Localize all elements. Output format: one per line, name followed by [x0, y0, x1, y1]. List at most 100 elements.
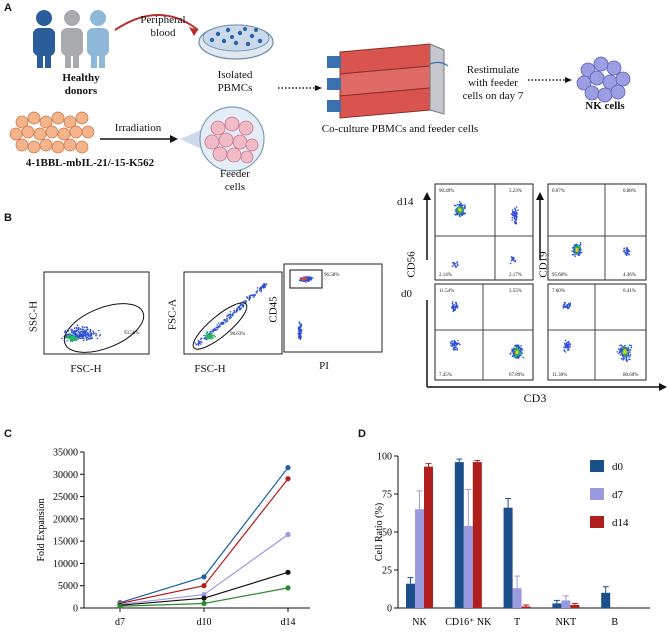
y-tick-label: 50 — [382, 528, 392, 539]
bar-d0 — [406, 583, 415, 608]
q-d0-cd56-ul: 11.54% — [439, 289, 454, 294]
restimulate-label: Restimulate with feeder cells on day 7 — [462, 64, 524, 102]
y-tick-label: 15000 — [53, 537, 78, 548]
bar-d14 — [521, 606, 531, 608]
panel-letter-c: C — [4, 428, 12, 440]
y-axis-label: Cell Ratio (%) — [374, 503, 385, 561]
data-point — [285, 585, 291, 591]
y-tick-label: 25000 — [53, 492, 78, 503]
panel-letter-b: B — [4, 212, 12, 224]
bar-d0 — [552, 603, 562, 608]
blood-arrow-icon — [114, 14, 199, 31]
gating-2-xlabel: FSC-H — [194, 363, 226, 375]
bar-d14 — [424, 466, 433, 608]
y-tick-label: 10000 — [53, 559, 78, 570]
data-point — [201, 574, 207, 580]
gating-plot-3: 96.58% — [283, 263, 383, 353]
q-d14-cd56-ur: 5.23% — [509, 189, 522, 194]
y-axis-label: Fold Expansion — [36, 498, 47, 561]
culture-flask-icon — [327, 43, 445, 119]
bar-d0 — [601, 592, 611, 608]
data-point — [285, 476, 291, 482]
data-point — [201, 595, 207, 601]
q-d0-cd19-ur: 0.41% — [623, 289, 636, 294]
fold-expansion-chart: 0 5000 10000 15000 20000 25000 30000 35000 d7 d10… — [36, 448, 310, 628]
gate-value-3: 96.58% — [324, 273, 339, 278]
gate-value-2: 98.63% — [230, 332, 245, 337]
bar-d7 — [463, 525, 473, 608]
y-tick-label: 100 — [377, 452, 392, 463]
data-point — [201, 592, 207, 598]
q-d14-cd19-ll: 95.60% — [552, 273, 567, 278]
q-d14-cd56-ul: 90.49% — [439, 189, 454, 194]
isolated-pbmcs-label: Isolated PBMCs — [217, 69, 253, 94]
x-tick-label: T — [514, 617, 520, 628]
q-d0-cd56-ur: 3.55% — [509, 289, 522, 294]
legend-swatch-d14 — [590, 516, 604, 528]
legend-label-d7: d7 — [612, 489, 624, 501]
x-tick-label: NKT — [556, 617, 577, 628]
data-point — [285, 531, 291, 538]
x-tick-label: d10 — [197, 617, 212, 628]
nk-cells-icon — [576, 56, 631, 103]
q-d0-cd19-ll: 11.30% — [552, 373, 567, 378]
gating-1-ylabel: SSC-H — [27, 300, 40, 333]
y-tick-label: 5000 — [58, 581, 78, 592]
data-point — [285, 465, 291, 471]
coculture-label: Co-culture PBMCs and feeder cells — [321, 123, 479, 135]
y-tick-label: 0 — [387, 604, 392, 615]
irradiation-label: Irradiation — [114, 122, 162, 134]
quad-ylabel-cd56: CD56 — [405, 251, 418, 278]
x-tick-label: NK — [412, 617, 427, 628]
k562-label: 4-1BBL-mbIL-21/-15-K562 — [25, 157, 155, 169]
bar-d7 — [415, 509, 424, 608]
y-tick-label: 30000 — [53, 470, 78, 481]
data-point — [201, 600, 207, 607]
q-d14-cd19-lr: 4.36% — [623, 273, 636, 278]
gating-plot-2: 98.63% — [183, 271, 283, 355]
quadrant-plots: 90.49% 5.23% 2.14% 2.17% 0.07% 0.08% 95.… — [423, 183, 667, 391]
gating-plot-1: 93.50% — [43, 271, 150, 355]
bar-d14 — [472, 462, 482, 608]
q-d14-cd56-ll: 2.14% — [439, 273, 452, 278]
y-tick-label: 0 — [73, 604, 78, 615]
y-tick-label: 20000 — [53, 514, 78, 525]
series-line-donor1 — [119, 467, 289, 604]
feeder-cells-icon — [180, 106, 265, 172]
legend-swatch-d0 — [590, 460, 604, 472]
bar-d7 — [512, 588, 522, 608]
y-tick-label: 35000 — [53, 448, 78, 459]
nk-cells-label: NK cells — [585, 100, 625, 112]
gating-3-ylabel: CD45 — [267, 296, 280, 323]
panel-letter-a: A — [4, 2, 12, 14]
data-point — [201, 583, 207, 589]
panel-a-illustration — [9, 10, 631, 172]
y-tick-label: 25 — [382, 566, 392, 577]
y-tick-label: 75 — [382, 490, 392, 501]
row-label-d0: d0 — [401, 288, 412, 300]
q-d14-cd19-ul: 0.07% — [552, 189, 565, 194]
petri-dish-icon — [198, 24, 274, 60]
donors-icon — [33, 10, 109, 68]
legend-label-d0: d0 — [612, 461, 624, 473]
panel-letter-d: D — [358, 428, 366, 440]
data-point — [285, 569, 291, 575]
q-d14-cd19-ur: 0.08% — [623, 189, 636, 194]
quad-xlabel-cd3: CD3 — [523, 391, 547, 405]
gating-3-xlabel: PI — [319, 360, 329, 372]
peripheral-blood-label: Peripheral blood — [140, 14, 186, 39]
bar-d0 — [454, 462, 464, 608]
legend-swatch-d7 — [590, 488, 604, 500]
quad-ylabel-cd19: CD19 — [537, 251, 550, 278]
bar-d7 — [561, 600, 571, 608]
bar-d14 — [570, 605, 580, 608]
q-d0-cd19-ul: 7.60% — [552, 289, 565, 294]
legend-label-d14: d14 — [612, 517, 629, 529]
donors-label: Healthy donors — [62, 72, 100, 97]
feeder-cells-label: Feeder cells — [220, 168, 250, 193]
row-label-d14: d14 — [397, 196, 414, 208]
k562-cells-icon — [9, 111, 95, 154]
x-tick-label: B — [611, 617, 618, 628]
q-d0-cd56-ll: 7.45% — [439, 373, 452, 378]
